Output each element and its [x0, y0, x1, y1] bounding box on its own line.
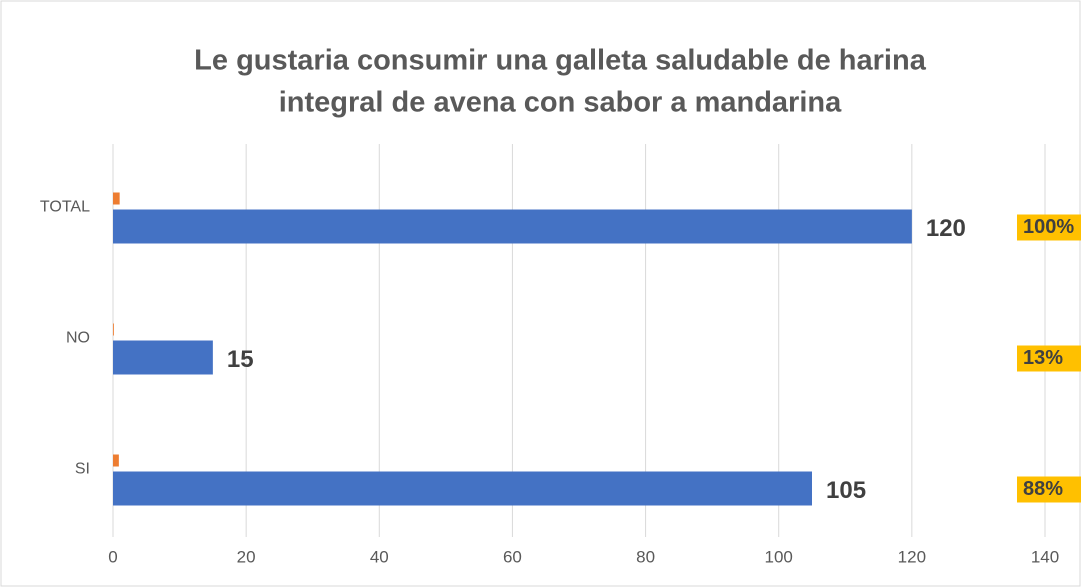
- data-label: 15: [227, 346, 254, 373]
- x-tick-label: 40: [370, 547, 389, 566]
- bar: [113, 192, 120, 205]
- data-label: 13%: [1023, 347, 1063, 369]
- data-label-box: [1017, 345, 1081, 372]
- bar: [113, 471, 812, 506]
- x-tick-label: 140: [1031, 547, 1059, 566]
- bar: [113, 323, 114, 336]
- y-tick-label: NO: [66, 330, 90, 347]
- x-tick-label: 0: [108, 547, 117, 566]
- x-tick-label: 80: [636, 547, 655, 566]
- data-label: 105: [826, 477, 866, 504]
- y-tick-label: SI: [75, 461, 90, 478]
- x-tick-label: 60: [503, 547, 522, 566]
- bar: [113, 340, 213, 375]
- data-label: 100%: [1023, 216, 1074, 238]
- x-tick-label: 100: [765, 547, 793, 566]
- data-label: 120: [926, 215, 966, 242]
- data-label-box: [1017, 476, 1081, 503]
- x-tick-label: 120: [898, 547, 926, 566]
- bar: [113, 454, 119, 467]
- data-label-box: [1017, 214, 1081, 241]
- chart-subtitle: integral de avena con sabor a mandarina: [279, 87, 842, 119]
- chart-title: Le gustaria consumir una galleta saludab…: [194, 45, 927, 77]
- bar: [113, 209, 912, 244]
- data-label: 88%: [1023, 478, 1063, 500]
- x-tick-label: 20: [237, 547, 256, 566]
- y-tick-label: TOTAL: [40, 199, 90, 216]
